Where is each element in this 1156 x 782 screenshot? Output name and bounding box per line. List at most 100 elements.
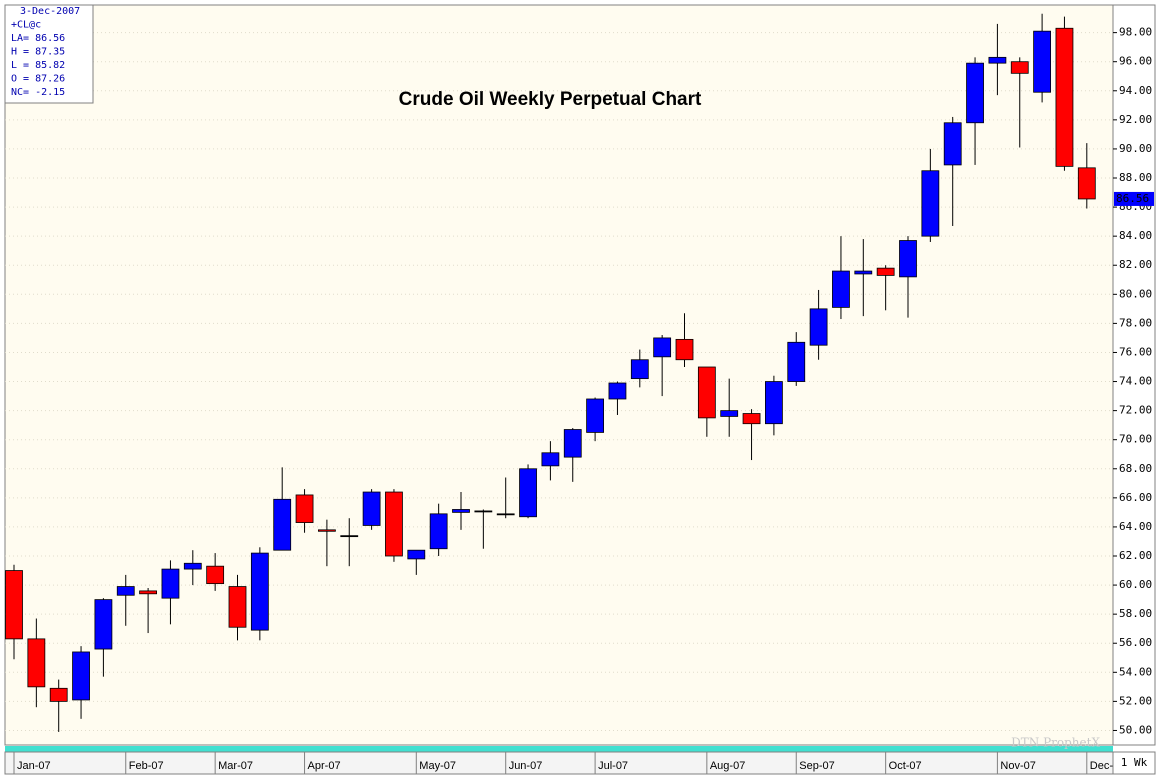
candle-body <box>943 122 962 166</box>
x-tick-label: Jan-07 <box>17 760 51 772</box>
candle-body <box>161 568 180 599</box>
info-line: L = 85.82 <box>11 60 65 71</box>
candle-body <box>541 452 560 467</box>
candle-body <box>720 410 739 417</box>
candle-body <box>1055 27 1074 167</box>
time-strip <box>5 746 1113 752</box>
candle-body <box>273 498 292 551</box>
candle-body <box>94 599 113 650</box>
candle-body <box>72 651 90 701</box>
candle-body <box>407 549 426 560</box>
x-tick-label: Sep-07 <box>799 760 834 772</box>
x-tick-label: Feb-07 <box>129 760 164 772</box>
y-tick-label: 96.00 <box>1119 55 1152 68</box>
y-tick-label: 84.00 <box>1119 229 1152 242</box>
info-line: NC= -2.15 <box>11 87 65 98</box>
y-tick-label: 54.00 <box>1119 665 1152 678</box>
candle-body <box>183 562 202 570</box>
y-tick-label: 50.00 <box>1119 723 1152 736</box>
y-tick-label: 52.00 <box>1119 694 1152 707</box>
watermark: DTN ProphetX <box>1011 736 1100 750</box>
candle-body <box>385 491 403 557</box>
y-tick-label: 90.00 <box>1119 142 1152 155</box>
candle-body <box>295 494 314 523</box>
x-tick-label: Jun-07 <box>509 760 543 772</box>
candle-body <box>653 337 672 358</box>
candle-body <box>317 529 336 532</box>
y-tick-label: 94.00 <box>1119 84 1152 97</box>
candle-body <box>608 382 627 400</box>
plot-area <box>4 4 1114 746</box>
candle-body <box>630 359 649 380</box>
axes: 50.00 52.00 54.00 56.00 58.00 60.00 62.00 64.00… <box>13 26 1154 774</box>
candle-body <box>966 62 984 124</box>
y-tick-label: 88.00 <box>1119 171 1152 184</box>
chart-title: Crude Oil Weekly Perpetual Chart <box>399 89 702 110</box>
candle-body <box>1077 167 1096 200</box>
x-tick-label: Oct-07 <box>889 760 922 772</box>
candle-body <box>742 413 761 425</box>
y-tick-label: 72.00 <box>1119 404 1152 417</box>
candle-body <box>474 510 493 513</box>
candle-body <box>586 398 604 433</box>
y-axis-area <box>1112 4 1156 746</box>
candle-body <box>921 170 940 237</box>
y-tick-label: 74.00 <box>1119 375 1152 388</box>
y-tick-label: 66.00 <box>1119 491 1152 504</box>
y-tick-label: 92.00 <box>1119 113 1152 126</box>
y-tick-label: 64.00 <box>1119 520 1152 533</box>
x-axis-area <box>4 751 1114 775</box>
candle-body <box>519 468 537 518</box>
candle-body <box>563 429 582 458</box>
candle-body <box>876 267 895 276</box>
last-price-label: 86.56 <box>1116 192 1149 205</box>
candle-body <box>988 56 1007 64</box>
candle-body <box>27 638 46 688</box>
candle-body <box>1033 30 1051 93</box>
last-price-tag <box>1114 191 1154 206</box>
info-line: H = 87.35 <box>11 47 65 58</box>
candle-body <box>1010 61 1029 74</box>
info-line: O = 87.26 <box>11 74 65 85</box>
candle-body <box>362 491 381 526</box>
y-tick-label: 82.00 <box>1119 258 1152 271</box>
y-tick-label: 56.00 <box>1119 636 1152 649</box>
candle-body <box>832 270 850 308</box>
y-tick-label: 80.00 <box>1119 287 1152 300</box>
y-tick-label: 60.00 <box>1119 578 1152 591</box>
candle-body <box>452 509 470 513</box>
x-tick-label: May-07 <box>419 760 456 772</box>
interval: 1 Wk <box>1121 756 1148 769</box>
candle-body <box>228 586 247 628</box>
x-tick-label: Mar-07 <box>218 760 253 772</box>
candle-body <box>787 341 806 382</box>
grid <box>5 32 1113 731</box>
x-tick-label: Nov-07 <box>1000 760 1035 772</box>
x-tick-label: Apr-07 <box>308 760 341 772</box>
candles <box>5 13 1096 732</box>
y-tick-label: 58.00 <box>1119 607 1152 620</box>
y-tick-label: 78.00 <box>1119 316 1152 329</box>
info-box <box>4 4 94 104</box>
candle-body <box>340 535 359 538</box>
info: 3-Dec-2007 +CL@c LA= 86.56 H = 87.35 L = 85.… <box>11 6 80 98</box>
info-line: LA= 86.56 <box>11 33 65 44</box>
y-tick-label: 62.00 <box>1119 549 1152 562</box>
candle-body <box>5 570 23 640</box>
interval-box <box>1112 751 1156 775</box>
x-tick-label: Dec- <box>1090 760 1114 772</box>
candle-body <box>765 381 783 425</box>
candle-body <box>496 513 515 516</box>
y-tick-label: 70.00 <box>1119 433 1152 446</box>
candle-body <box>139 590 158 595</box>
candle-body <box>675 338 694 361</box>
candle-body <box>809 308 828 346</box>
candle-body <box>49 687 68 702</box>
candle-body <box>206 565 225 585</box>
y-tick-label: 98.00 <box>1119 26 1152 39</box>
candle-body <box>899 240 917 278</box>
candle-body <box>116 586 135 596</box>
candle-body <box>854 270 873 275</box>
